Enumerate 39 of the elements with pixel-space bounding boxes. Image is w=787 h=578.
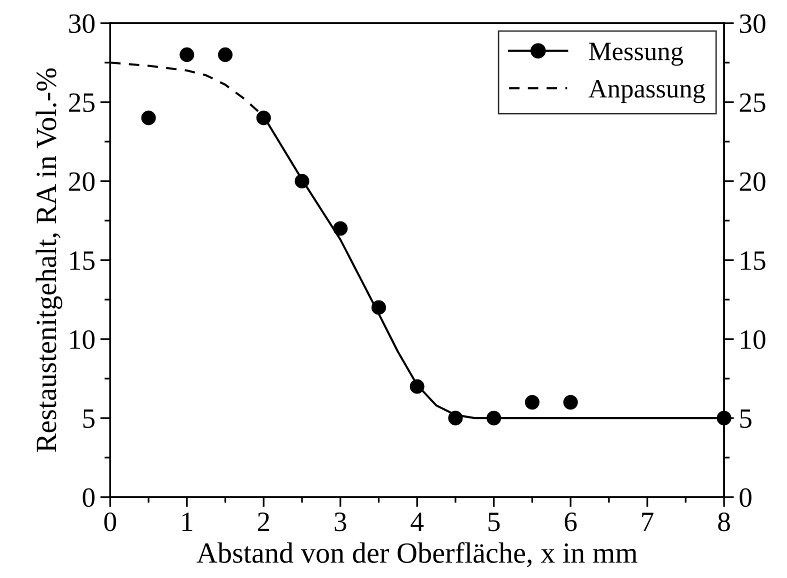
point	[180, 47, 194, 62]
point	[524, 395, 540, 410]
x-tick-label: 7	[642, 512, 654, 531]
x-axis-title: Abstand von der Oberfläche, x in mm	[196, 542, 638, 568]
point	[563, 395, 578, 410]
y2-tick-label: 5	[740, 410, 752, 428]
point	[333, 221, 348, 236]
y2-tick-label: 20	[740, 172, 766, 192]
y-tick-label: 20	[69, 172, 95, 192]
point	[448, 410, 463, 426]
y-tick-label: 10	[70, 330, 95, 350]
y2-tick-label: 30	[740, 14, 766, 34]
point	[294, 174, 310, 188]
x-tick-label: 2	[258, 512, 270, 531]
y-tick-label: 15	[70, 251, 95, 270]
y2-tick-label: 0	[740, 488, 752, 507]
point	[371, 300, 386, 315]
y-tick-label: 30	[69, 14, 95, 34]
x-tick-label: 0	[104, 512, 116, 532]
y2-tick-label: 25	[740, 93, 766, 112]
x-tick-label: 5	[488, 512, 500, 532]
x-tick-label: 1	[182, 512, 192, 531]
y-tick-label: 5	[83, 410, 95, 428]
y2-tick-label: 15	[741, 251, 766, 270]
x-tick-label: 8	[718, 512, 730, 532]
y-axis-title: Restaustenitgehalt, RA in Vol.-%	[36, 68, 62, 452]
y2-tick-label: 10	[741, 330, 766, 350]
legend-label: Anpassung	[588, 80, 706, 104]
x-tick-label: 3	[334, 512, 346, 532]
point	[486, 410, 502, 426]
point	[410, 379, 424, 394]
point	[141, 110, 156, 126]
y-tick-label: 0	[82, 488, 95, 507]
legend-label: Messung	[589, 42, 684, 66]
point	[218, 47, 233, 62]
y-tick-label: 25	[69, 93, 95, 112]
x-tick-label: 6	[564, 512, 577, 532]
point	[256, 110, 271, 126]
x-tick-label: 4	[410, 512, 424, 531]
